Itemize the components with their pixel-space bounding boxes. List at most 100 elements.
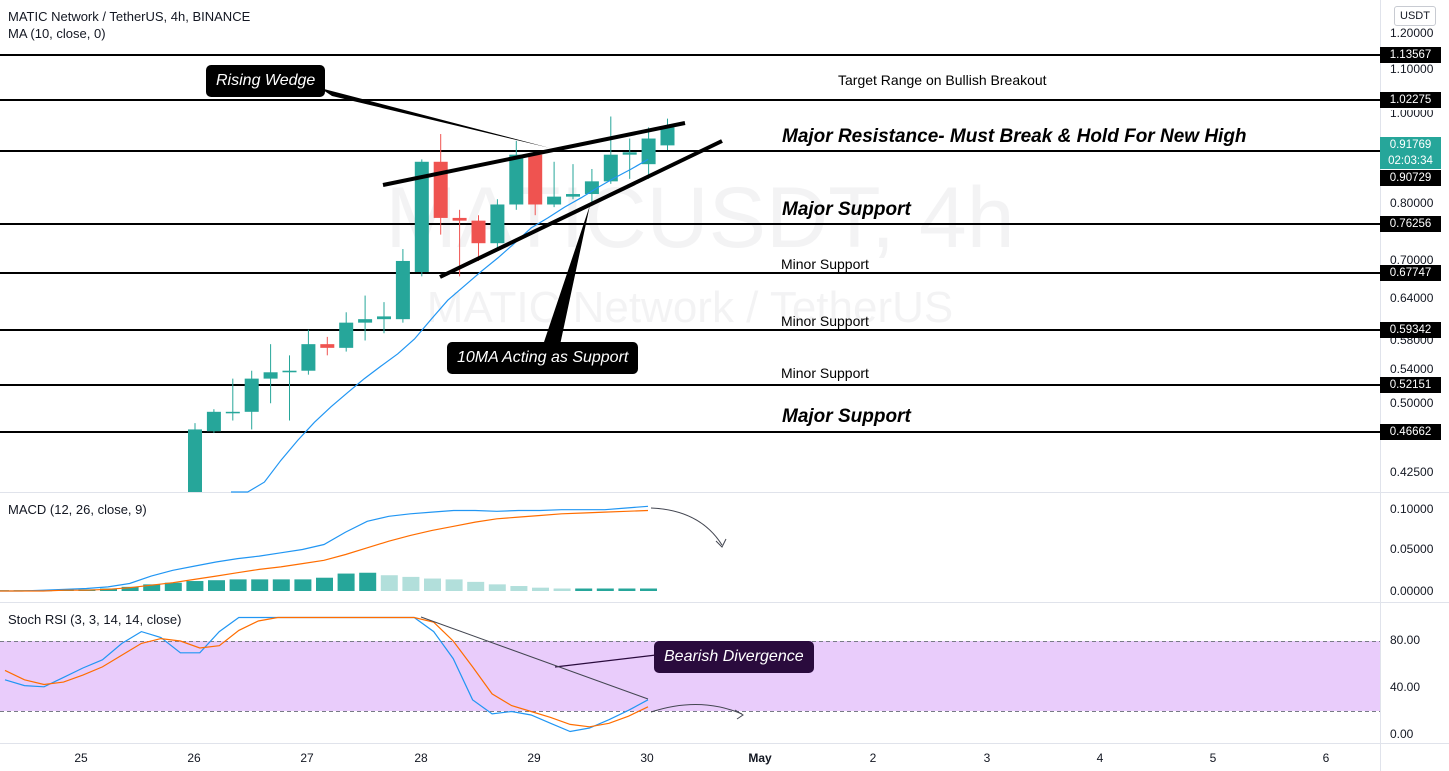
macd-projection-arrow[interactable] (650, 507, 723, 546)
price-tick: 0.42500 (1390, 465, 1434, 479)
time-tick: 6 (1322, 751, 1330, 765)
time-tick: 29 (527, 751, 541, 765)
price-tick: 0.64000 (1390, 291, 1434, 305)
watermark-name: MATIC Network / TetherUS (427, 283, 954, 332)
candle-body[interactable] (188, 429, 202, 492)
candle-body[interactable] (490, 204, 505, 244)
candle-body[interactable] (528, 154, 543, 205)
stoch-projection-arrow[interactable] (650, 704, 743, 715)
candle-body[interactable] (547, 196, 562, 205)
wedge-lower-line[interactable] (439, 139, 723, 279)
time-tick: 26 (187, 751, 201, 765)
candle-body[interactable] (395, 260, 410, 320)
price-tick: 1.10000 (1390, 62, 1434, 76)
stoch-tick: 40.00 (1390, 680, 1421, 694)
macd-histogram-bar (380, 575, 398, 591)
watermark-symbol: MATICUSDT, 4h (385, 170, 1014, 266)
macd-histogram-bar (337, 573, 355, 591)
candle-body[interactable] (320, 344, 335, 348)
stoch-d-line[interactable] (4, 616, 649, 728)
candle-body[interactable] (603, 154, 618, 182)
macd-histogram-bar (575, 588, 593, 591)
candle-body[interactable] (471, 220, 486, 244)
macd-histogram-bar (402, 576, 420, 591)
last-price: 0.91769 (1389, 139, 1432, 151)
candle-body[interactable] (377, 316, 391, 320)
time-tick: 25 (74, 751, 88, 765)
symbol-title[interactable]: MATIC Network / TetherUS, 4h, BINANCE (8, 9, 251, 24)
level-tag[interactable]: 0.59342 (1380, 322, 1441, 338)
wedge-upper-line[interactable] (382, 121, 686, 187)
last-price-tag[interactable]: 0.91769 02:03:34 (1380, 137, 1441, 169)
candle-body[interactable] (622, 152, 637, 155)
candle-body[interactable] (225, 411, 240, 414)
ma-support-callout[interactable]: 10MA Acting as Support (447, 342, 639, 374)
macd-histogram-bar (640, 588, 657, 591)
candle-body[interactable] (206, 411, 221, 432)
rising-wedge-callout[interactable]: Rising Wedge (206, 65, 326, 97)
candle-body[interactable] (358, 319, 373, 323)
candle-body[interactable] (641, 138, 656, 165)
time-tick: May (748, 751, 772, 765)
level-tag[interactable]: 1.02275 (1380, 92, 1441, 108)
level-tag[interactable]: 0.76256 (1380, 216, 1441, 232)
candle-body[interactable] (509, 154, 524, 205)
ma-legend[interactable]: MA (10, close, 0) (8, 26, 106, 41)
candle-body[interactable] (452, 217, 467, 221)
macd-histogram-bar (186, 581, 204, 591)
divergence-line[interactable] (420, 616, 649, 700)
major-support-note[interactable]: Major Support (782, 199, 911, 220)
ma10-line[interactable] (231, 158, 649, 493)
candle-body[interactable] (244, 378, 259, 412)
price-tick: 1.00000 (1390, 106, 1434, 120)
candle-body[interactable] (660, 127, 675, 146)
macd-histogram-bar (272, 579, 290, 591)
macd-histogram-bar (164, 582, 182, 591)
level-lines (0, 54, 1380, 433)
stoch-tick: 80.00 (1390, 633, 1421, 647)
macd-histogram-bar (467, 581, 485, 591)
minor-support-note[interactable]: Minor Support (781, 256, 869, 272)
macd-histogram-bar (359, 572, 377, 591)
macd-line[interactable] (0, 505, 649, 592)
major-support-note[interactable]: Major Support (782, 406, 911, 427)
candle-body[interactable] (263, 372, 278, 379)
macd-signal-line[interactable] (0, 509, 649, 592)
minor-support-note[interactable]: Minor Support (781, 313, 869, 329)
candle-body[interactable] (414, 161, 429, 272)
time-tick: 3 (983, 751, 991, 765)
time-tick: 4 (1096, 751, 1104, 765)
macd-tick: 0.10000 (1390, 502, 1434, 516)
level-tag[interactable]: 0.46662 (1380, 424, 1441, 440)
price-tick: 0.58000 (1390, 333, 1434, 347)
candle-body[interactable] (301, 344, 316, 371)
stoch-legend[interactable]: Stoch RSI (3, 3, 14, 14, close) (8, 612, 182, 627)
candle-body[interactable] (339, 322, 354, 348)
macd-histogram-bar (596, 588, 614, 591)
macd-histogram-bar (532, 587, 549, 591)
macd-histogram-bar (208, 580, 225, 591)
bearish-divergence-callout[interactable]: Bearish Divergence (654, 641, 814, 673)
macd-histogram (0, 572, 657, 592)
level-tag[interactable]: 0.67747 (1380, 265, 1441, 281)
price-tick: 0.54000 (1390, 362, 1434, 376)
candle-body[interactable] (566, 194, 580, 197)
candle-body[interactable] (282, 370, 297, 373)
major-resistance-note[interactable]: Major Resistance- Must Break & Hold For … (782, 126, 1247, 147)
target-range-note[interactable]: Target Range on Bullish Breakout (838, 72, 1047, 88)
macd-histogram-bar (424, 578, 441, 591)
level-tag[interactable]: 0.90729 (1380, 170, 1441, 186)
price-tick: 0.80000 (1390, 196, 1434, 210)
currency-button[interactable]: USDT (1394, 6, 1436, 26)
price-tick: 0.70000 (1390, 253, 1434, 267)
stoch-tick: 0.00 (1390, 727, 1414, 741)
level-tag[interactable]: 0.52151 (1380, 377, 1441, 393)
candle-body[interactable] (584, 181, 599, 195)
macd-legend[interactable]: MACD (12, 26, close, 9) (8, 502, 147, 517)
minor-support-note[interactable]: Minor Support (781, 365, 869, 381)
level-tag[interactable]: 1.13567 (1380, 47, 1441, 63)
time-tick: 27 (300, 751, 314, 765)
arrowhead-icon (715, 538, 727, 548)
rising-wedge-pointer (320, 88, 550, 148)
macd-tick: 0.00000 (1390, 584, 1434, 598)
